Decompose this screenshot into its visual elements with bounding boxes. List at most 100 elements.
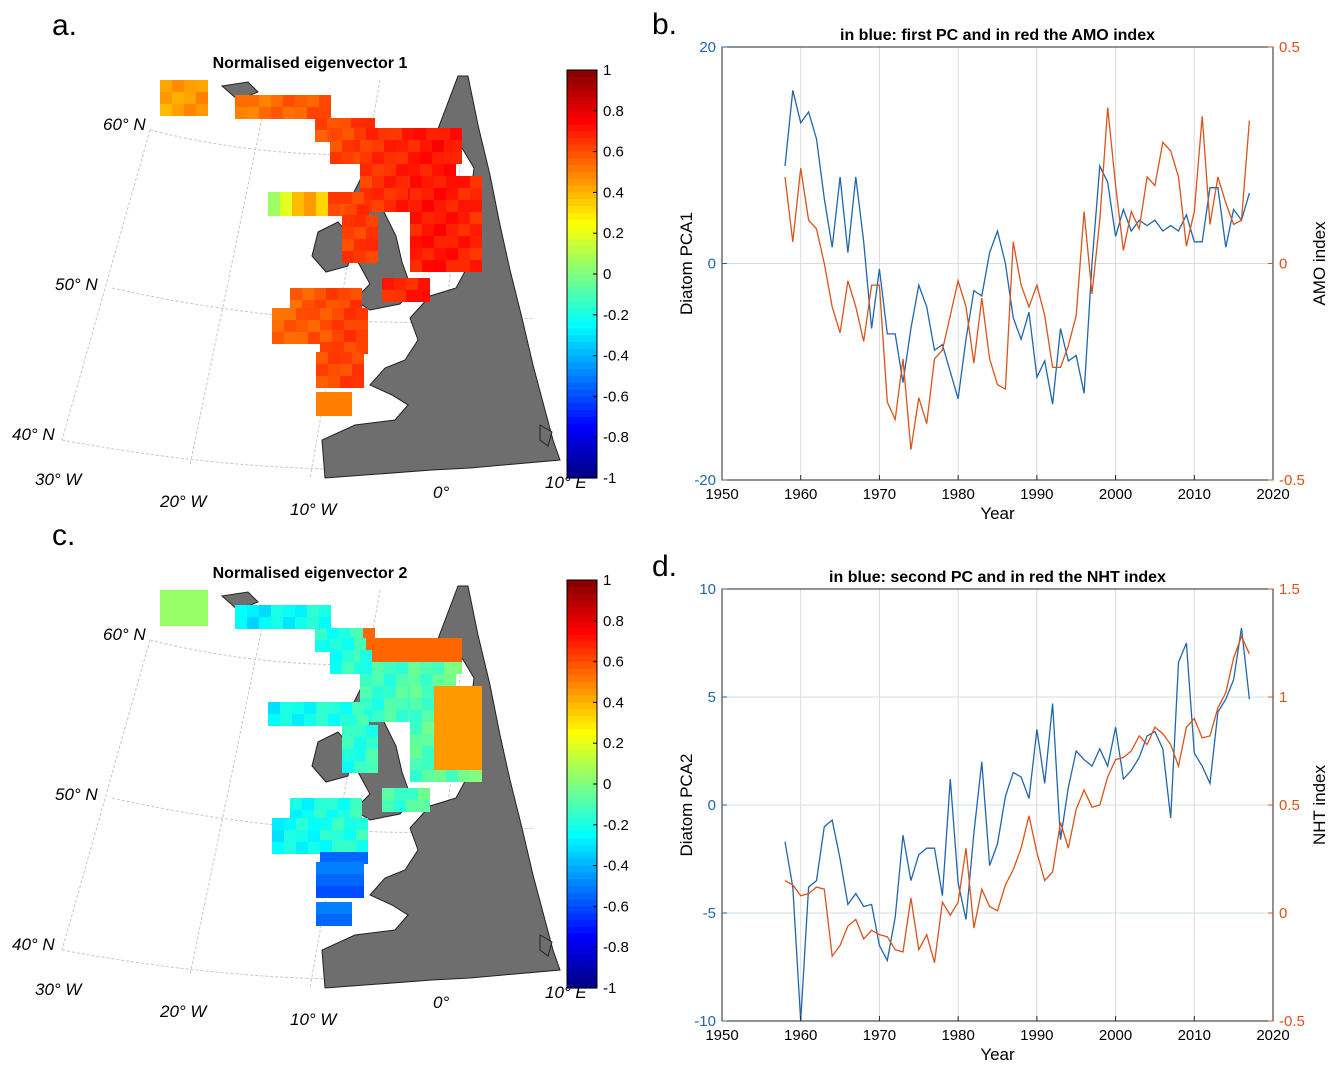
colorbar-segment bbox=[567, 280, 597, 289]
map-cell bbox=[446, 176, 458, 188]
colorbar-segment bbox=[567, 940, 597, 948]
x-tick-label: 1980 bbox=[941, 1027, 974, 1044]
map-cell bbox=[372, 176, 384, 188]
map-cell bbox=[432, 164, 444, 176]
map-cell bbox=[356, 330, 368, 342]
map-cell bbox=[160, 80, 172, 92]
map-cell bbox=[422, 770, 434, 782]
map-cell bbox=[418, 788, 430, 800]
colorbar-segment bbox=[567, 607, 597, 615]
colorbar-segment bbox=[567, 70, 597, 78]
map-cell bbox=[384, 650, 396, 662]
y-left-tick-label: 20 bbox=[699, 39, 716, 56]
y-right-tick-label: -0.5 bbox=[1279, 1013, 1305, 1030]
map-cell bbox=[366, 128, 378, 140]
map-cell bbox=[470, 734, 482, 746]
map-cell bbox=[338, 288, 350, 300]
map-cell bbox=[319, 617, 331, 629]
y-right-tick-label: 1.5 bbox=[1279, 581, 1300, 598]
map-cell bbox=[354, 761, 366, 773]
map-cell bbox=[235, 605, 247, 617]
map-cell bbox=[384, 188, 396, 200]
map-cell bbox=[330, 650, 342, 662]
map-cell bbox=[280, 702, 292, 714]
colorbar-segment bbox=[567, 185, 597, 193]
panel-label: a. bbox=[52, 9, 77, 42]
map-cell bbox=[340, 364, 352, 376]
map-cell bbox=[410, 200, 422, 212]
map-cell bbox=[372, 698, 384, 710]
map-cell bbox=[330, 662, 342, 674]
map-cell bbox=[446, 236, 458, 248]
map-cell bbox=[342, 761, 354, 773]
map-cell bbox=[418, 278, 430, 290]
map-cell bbox=[372, 188, 384, 200]
map-cell bbox=[160, 602, 172, 614]
colorbar-segment bbox=[567, 716, 597, 724]
map-cell bbox=[172, 92, 184, 104]
map-cell bbox=[354, 128, 366, 140]
map-cell bbox=[444, 650, 456, 662]
map-cell bbox=[316, 352, 328, 364]
map-cell bbox=[422, 176, 434, 188]
map-cell bbox=[356, 818, 368, 830]
map-cell bbox=[372, 710, 384, 722]
map-cell bbox=[316, 914, 328, 926]
map-cell bbox=[332, 840, 344, 852]
map-cell bbox=[410, 176, 422, 188]
map-cell bbox=[342, 251, 354, 263]
map-cell bbox=[354, 725, 366, 737]
y-right-tick-label: 0.5 bbox=[1279, 797, 1300, 814]
colorbar-segment bbox=[567, 770, 597, 778]
map-cell bbox=[316, 404, 328, 416]
map-cell bbox=[372, 140, 384, 152]
map-cell bbox=[327, 118, 339, 130]
colorbar-tick-label: 0.8 bbox=[603, 613, 624, 630]
map-cell bbox=[247, 617, 259, 629]
map-cell bbox=[396, 176, 408, 188]
map-cell bbox=[307, 605, 319, 617]
map-cell bbox=[356, 840, 368, 852]
map-cell bbox=[320, 818, 332, 830]
colorbar-segment bbox=[567, 437, 597, 445]
map-cell bbox=[356, 342, 368, 354]
map-cell bbox=[410, 722, 422, 734]
map-cell bbox=[432, 650, 444, 662]
map-cell bbox=[292, 714, 304, 726]
map-cell bbox=[422, 188, 434, 200]
map-cell bbox=[354, 749, 366, 761]
map-cell bbox=[434, 248, 446, 260]
map-cell bbox=[420, 650, 432, 662]
map-cell bbox=[320, 320, 332, 332]
map-cell bbox=[350, 288, 362, 300]
map-cell bbox=[420, 152, 432, 164]
map-cell bbox=[378, 638, 390, 650]
map-cell bbox=[470, 200, 482, 212]
map-cell bbox=[458, 212, 470, 224]
colorbar-segment bbox=[567, 906, 597, 914]
map-cell bbox=[394, 290, 406, 302]
map-cell bbox=[396, 188, 408, 200]
map-cell bbox=[422, 248, 434, 260]
map-cell bbox=[328, 914, 340, 926]
colorbar-segment bbox=[567, 314, 597, 323]
map-cell bbox=[272, 308, 284, 320]
colorbar-segment bbox=[567, 960, 597, 969]
map-cell bbox=[394, 800, 406, 812]
chart-panel-2: d. in blue: second PC and in red the NHT … bbox=[652, 550, 1329, 1064]
map-cell bbox=[326, 798, 338, 810]
map-cell bbox=[470, 176, 482, 188]
x-tick-label: 2020 bbox=[1256, 486, 1289, 503]
map-cell bbox=[296, 830, 308, 842]
map-cell bbox=[284, 320, 296, 332]
colorbar-segment bbox=[567, 750, 597, 758]
map-cell bbox=[458, 248, 470, 260]
colorbar-tick-label: 0.4 bbox=[603, 694, 624, 711]
colorbar-segment bbox=[567, 648, 597, 656]
map-cell bbox=[408, 650, 420, 662]
map-cell bbox=[446, 200, 458, 212]
colorbar-segment bbox=[567, 240, 597, 248]
map-cell bbox=[470, 212, 482, 224]
map-cell bbox=[296, 842, 308, 854]
map-cell bbox=[184, 80, 196, 92]
